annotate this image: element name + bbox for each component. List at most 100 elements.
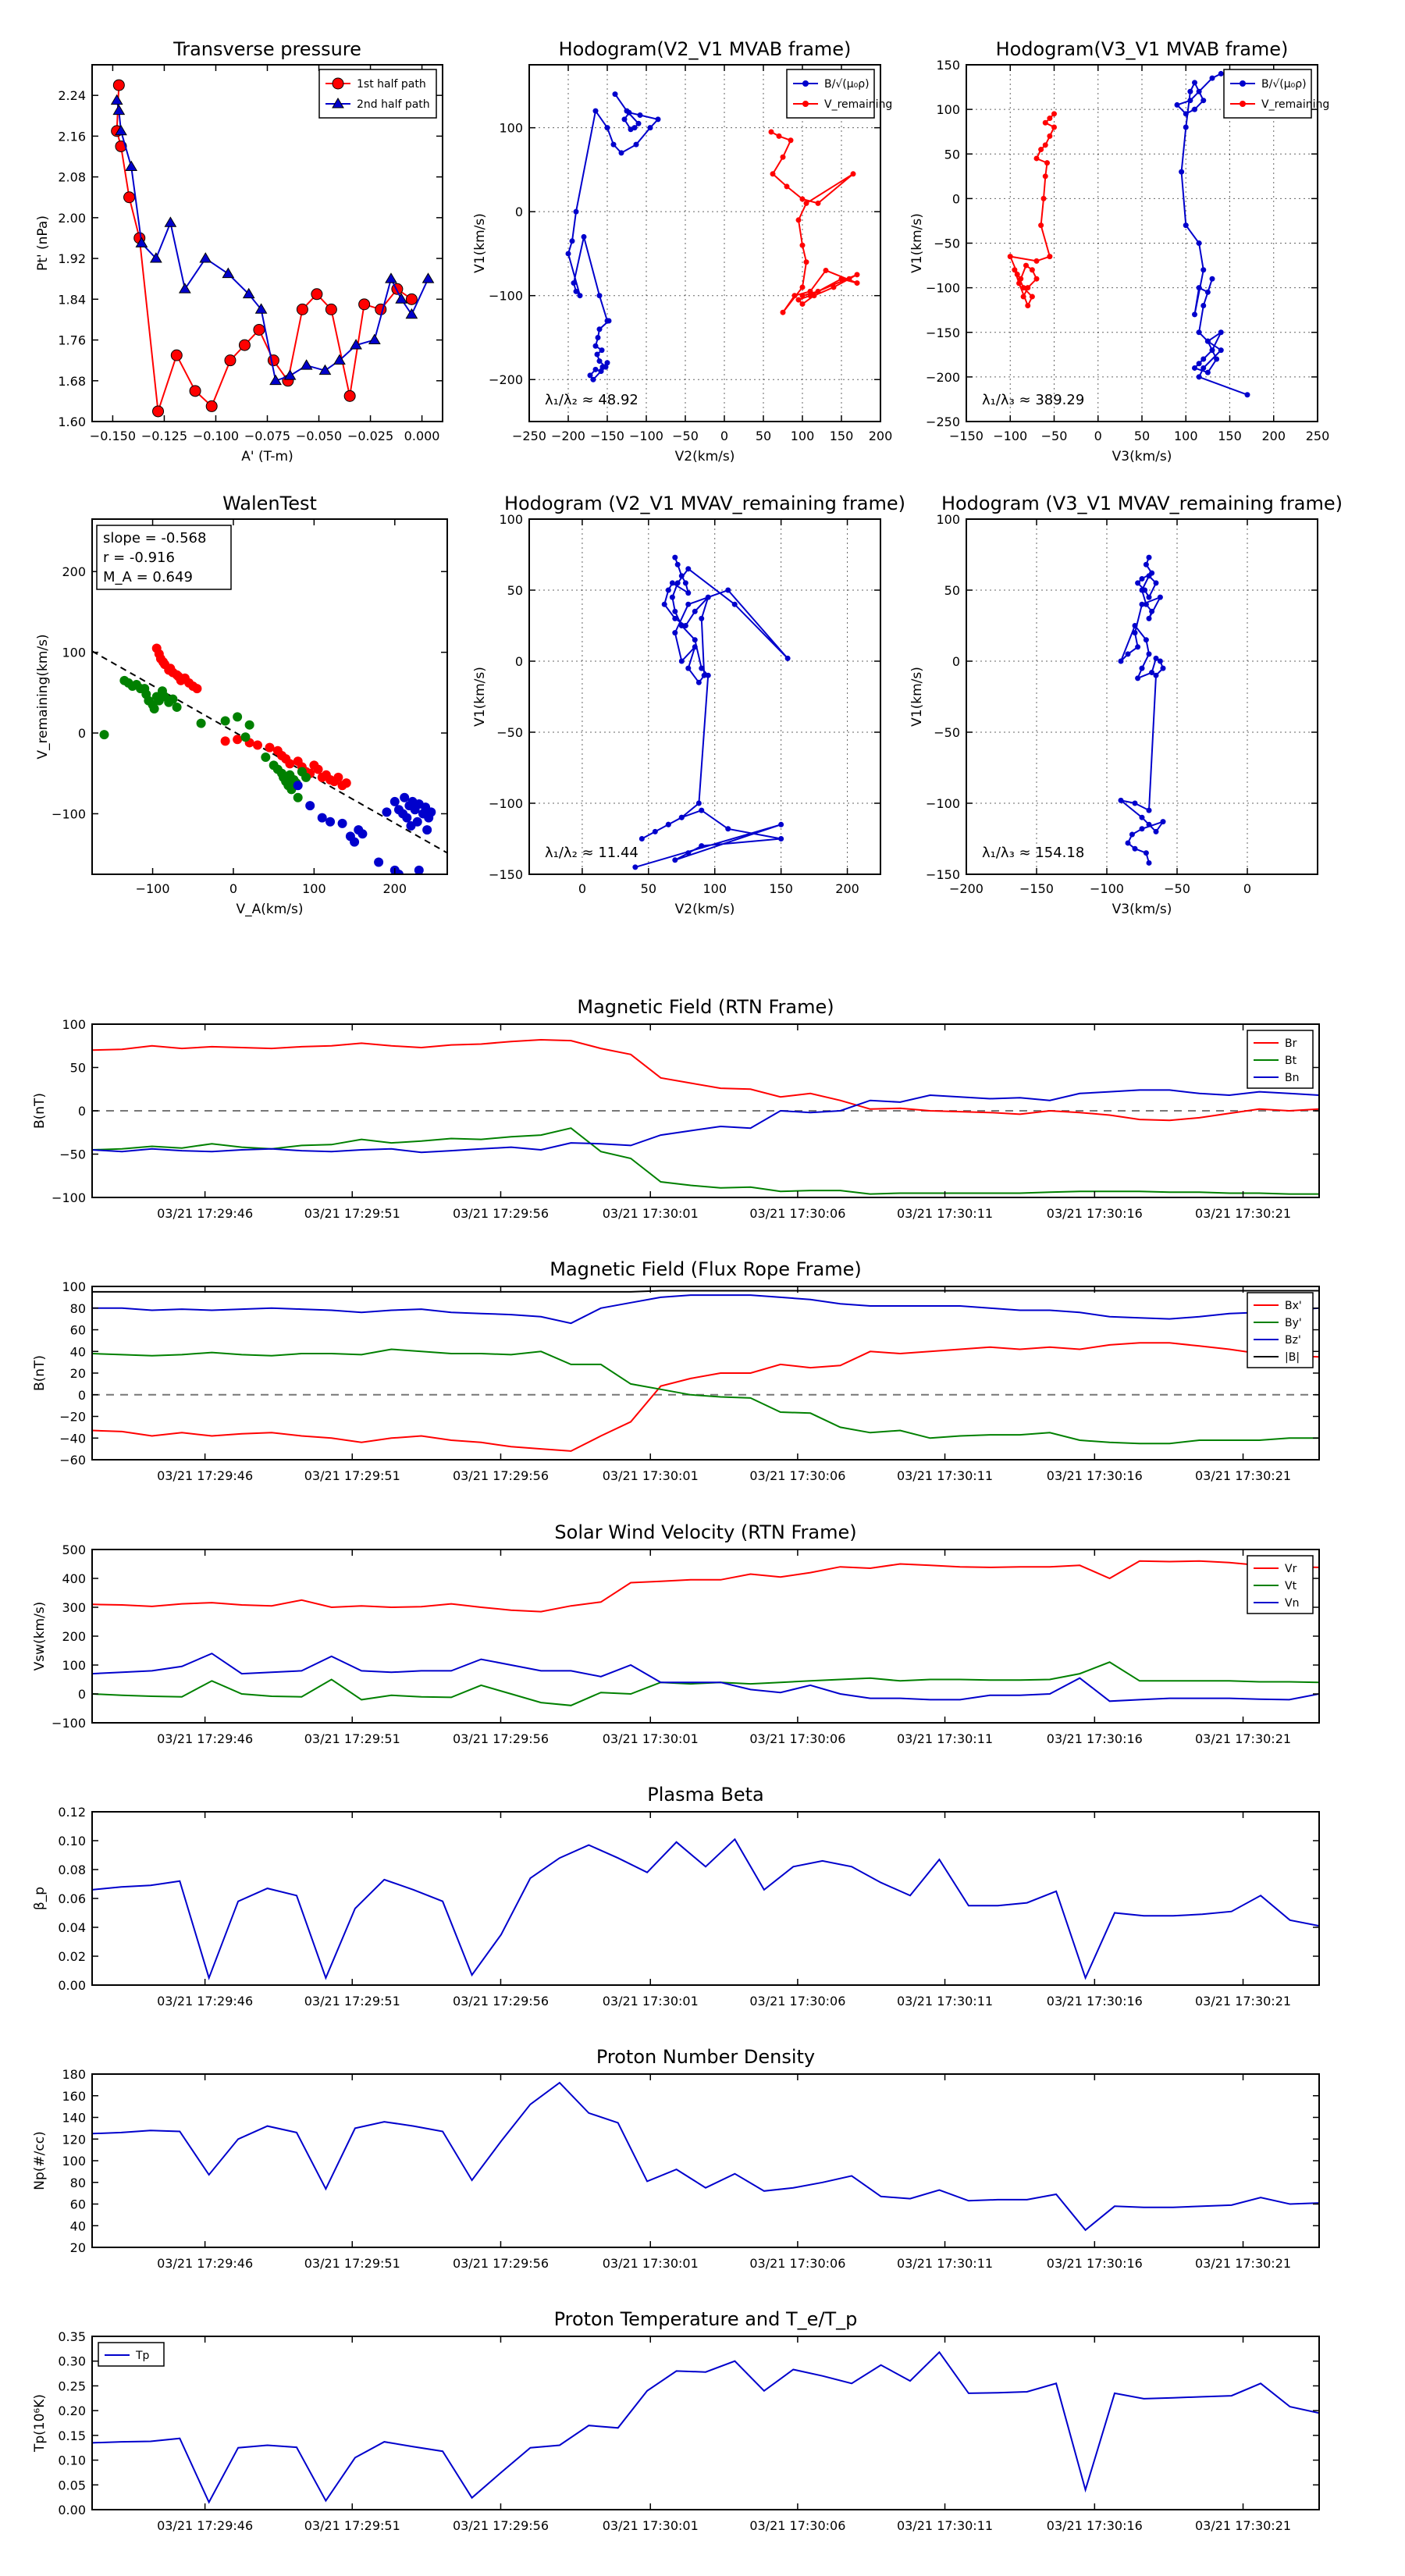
data-point <box>205 400 218 412</box>
data-point <box>595 334 601 340</box>
data-point <box>1143 850 1149 856</box>
y-tick-label: 100 <box>62 1279 86 1294</box>
data-point <box>1160 665 1166 671</box>
y-axis-label: V1(km/s) <box>909 213 925 273</box>
data-point <box>422 272 435 283</box>
chart-title: Hodogram (V3_V1 MVAV_remaining frame) <box>941 493 1343 514</box>
x-tick-label: 03/21 17:30:11 <box>897 1206 993 1221</box>
data-point <box>269 374 282 386</box>
x-tick-label: 03/21 17:29:51 <box>304 1468 400 1483</box>
data-point <box>318 364 332 375</box>
data-point <box>1157 658 1163 664</box>
y-tick-label: 80 <box>70 1301 86 1316</box>
data-point <box>678 573 685 579</box>
series-line-0 <box>1176 73 1248 396</box>
y-tick-label: 100 <box>936 102 960 117</box>
data-point <box>385 272 397 283</box>
data-point <box>240 732 251 742</box>
x-tick-label: 03/21 17:29:46 <box>157 1468 253 1483</box>
x-tick-label: 150 <box>769 881 793 896</box>
data-point <box>405 293 418 305</box>
eigen-ratio-annotation: λ₁/λ₂ ≈ 48.92 <box>545 392 638 408</box>
data-point <box>791 293 798 299</box>
x-tick-label: 03/21 17:30:16 <box>1047 1206 1143 1221</box>
data-point <box>1214 356 1220 362</box>
y-tick-label: 0 <box>515 654 523 669</box>
data-point <box>220 736 230 746</box>
legend-box <box>786 69 875 119</box>
series-line-1 <box>92 1127 1319 1195</box>
data-point <box>655 116 661 123</box>
data-point <box>815 288 821 294</box>
data-point <box>699 615 705 621</box>
data-point <box>1149 608 1155 614</box>
data-point <box>705 672 711 678</box>
x-tick-label: 200 <box>835 881 859 896</box>
legend-box <box>1223 69 1312 119</box>
x-tick-label: 03/21 17:29:51 <box>304 2256 400 2271</box>
data-point <box>325 303 337 315</box>
plot-area <box>565 91 860 382</box>
x-tick-label: 03/21 17:29:51 <box>304 1994 400 2008</box>
data-point <box>1218 329 1224 336</box>
chart-proton-number-density: 20 40 60 80 100 120 140 160 180 03/21 17:29:46 03/… <box>32 2046 1320 2271</box>
y-tick-label: −50 <box>934 237 960 251</box>
data-point <box>598 368 604 374</box>
y-tick-label: −100 <box>926 281 960 296</box>
data-point <box>333 354 346 365</box>
x-tick-label: 03/21 17:29:56 <box>453 1994 549 2008</box>
legend-label: V_remaining <box>1261 98 1329 111</box>
y-tick-label: 100 <box>62 2154 86 2169</box>
x-tick-label: 0.000 <box>404 429 440 443</box>
data-point <box>1135 580 1141 586</box>
data-point <box>672 608 678 614</box>
data-point <box>638 836 645 841</box>
x-tick-label: 0 <box>229 881 237 896</box>
data-point <box>395 293 408 304</box>
plot-area <box>1118 554 1166 866</box>
data-point <box>313 764 323 774</box>
data-point <box>1192 311 1197 318</box>
data-point <box>1023 262 1029 269</box>
data-point <box>669 580 675 586</box>
data-point <box>1132 845 1138 852</box>
y-tick-label: −250 <box>926 415 960 429</box>
data-point <box>285 759 295 769</box>
legend-marker <box>1240 80 1246 87</box>
data-point <box>123 191 136 204</box>
data-point <box>1244 392 1250 398</box>
y-tick-label: 500 <box>62 1542 86 1557</box>
data-point <box>220 716 230 726</box>
data-point <box>665 587 671 593</box>
data-point <box>125 160 138 171</box>
y-tick-label: 0 <box>952 654 960 669</box>
x-tick-label: −150 <box>949 429 984 443</box>
y-axis-label: V_remaining(km/s) <box>35 634 51 759</box>
y-tick-label: 0.20 <box>58 2403 86 2418</box>
x-tick-label: 03/21 17:29:51 <box>304 2518 400 2533</box>
plot-area <box>92 2081 1319 2232</box>
data-point <box>389 796 400 806</box>
y-tick-label: 200 <box>62 564 86 579</box>
x-tick-label: 03/21 17:30:16 <box>1047 2518 1143 2533</box>
x-tick-label: 03/21 17:30:06 <box>749 1206 845 1221</box>
data-point <box>1132 630 1138 636</box>
y-tick-label: 50 <box>944 583 960 598</box>
data-point <box>1139 587 1145 593</box>
data-point <box>1044 160 1050 166</box>
data-point <box>1146 573 1152 579</box>
series-line-0 <box>116 85 412 412</box>
y-tick-label: 2.24 <box>58 88 86 103</box>
y-tick-label: −60 <box>59 1453 86 1468</box>
legend-label: Tp <box>135 2350 150 2362</box>
data-point <box>1153 655 1159 661</box>
data-point <box>168 694 178 704</box>
data-point <box>426 807 436 817</box>
data-point <box>1040 195 1047 201</box>
x-tick-label: 03/21 17:29:46 <box>157 1994 253 2008</box>
y-axis-label: V1(km/s) <box>472 667 488 727</box>
data-point <box>382 807 392 817</box>
data-point <box>1118 797 1124 803</box>
data-point <box>799 301 806 307</box>
data-point <box>596 358 603 365</box>
